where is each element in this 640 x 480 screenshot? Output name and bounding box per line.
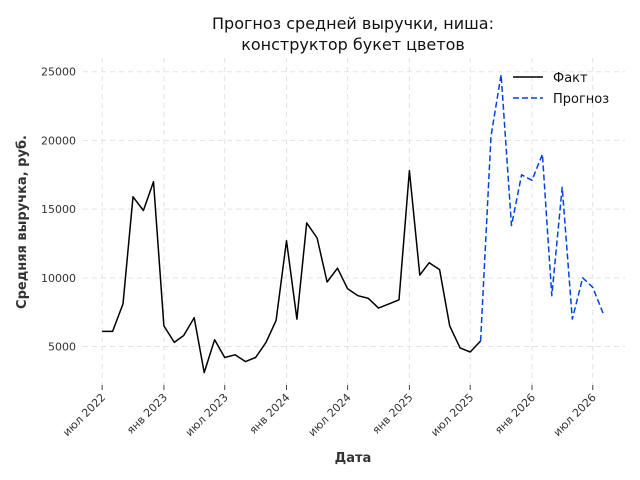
legend-label-fact: Факт bbox=[553, 71, 588, 86]
grid bbox=[83, 58, 625, 385]
x-tick-label: янв 2026 bbox=[492, 391, 538, 437]
series-line-forecast bbox=[479, 73, 604, 342]
x-axis-label: Дата bbox=[335, 451, 372, 466]
x-axis: июл 2022 янв 2023 июл 2023 янв 2024 июл 2024… bbox=[60, 385, 599, 439]
legend-label-forecast: Прогноз bbox=[553, 92, 609, 107]
x-tick-label: июл 2024 bbox=[306, 391, 354, 439]
y-axis-label: Средняя выручка, руб. bbox=[15, 135, 30, 309]
chart-title-line-2: конструктор букет цветов bbox=[241, 35, 465, 54]
x-tick-label: июл 2022 bbox=[60, 391, 108, 439]
y-tick-label: 25000 bbox=[41, 66, 76, 79]
x-tick-label: июл 2025 bbox=[428, 391, 476, 439]
series-line-fact bbox=[102, 169, 482, 374]
series-layer bbox=[102, 73, 604, 374]
chart-title-line-1: Прогноз средней выручки, ниша: bbox=[212, 14, 494, 33]
y-tick-label: 5000 bbox=[48, 341, 76, 354]
x-tick-label: янв 2024 bbox=[247, 391, 293, 437]
y-tick-label: 20000 bbox=[41, 134, 76, 147]
y-tick-label: 15000 bbox=[41, 203, 76, 216]
x-tick-label: июл 2026 bbox=[551, 391, 599, 439]
x-tick-label: янв 2025 bbox=[370, 391, 416, 437]
y-tick-label: 10000 bbox=[41, 272, 76, 285]
legend: Факт Прогноз bbox=[513, 71, 609, 107]
x-tick-label: янв 2023 bbox=[124, 391, 170, 437]
y-axis: 5000 10000 15000 20000 25000 bbox=[41, 66, 76, 354]
x-tick-label: июл 2023 bbox=[183, 391, 231, 439]
